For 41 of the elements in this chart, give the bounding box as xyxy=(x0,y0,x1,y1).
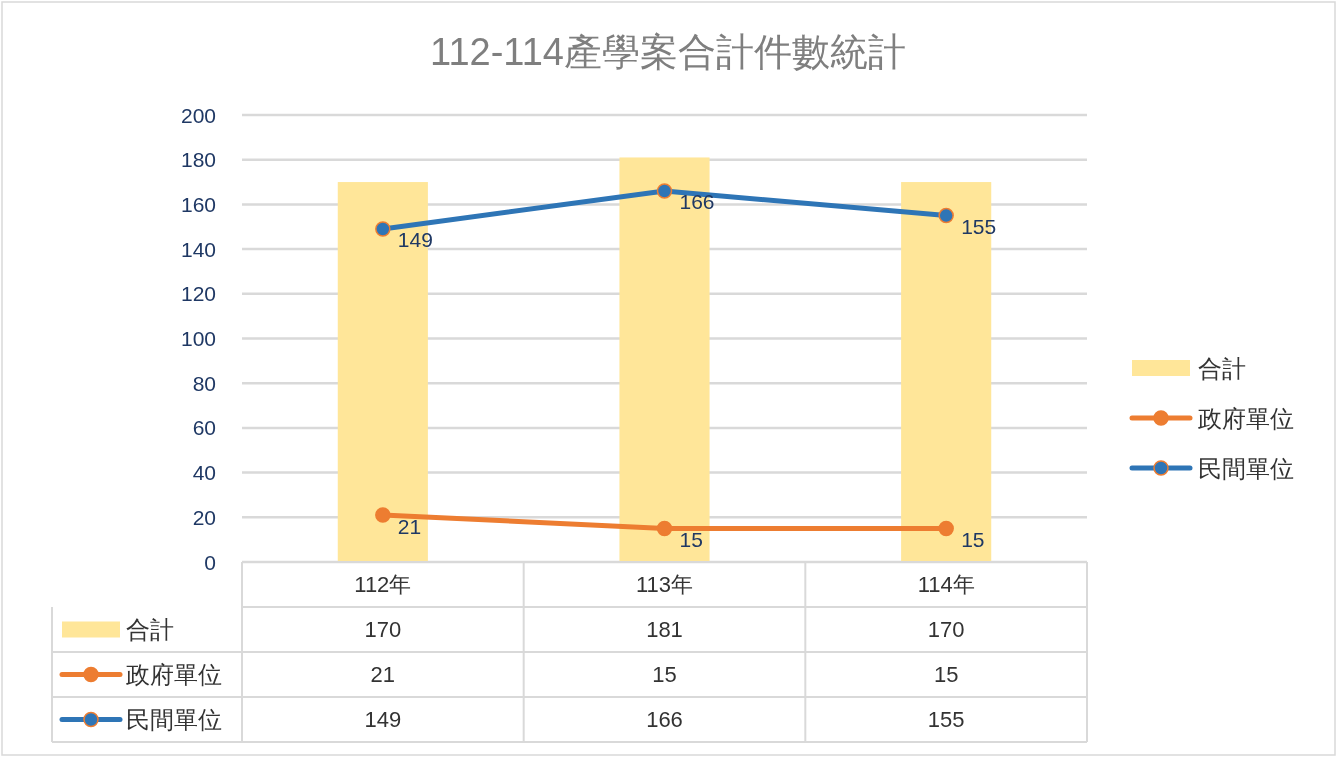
x-tick-label: 113年 xyxy=(635,572,694,597)
point xyxy=(656,183,673,199)
point xyxy=(375,221,391,237)
y-tick-label: 180 xyxy=(180,148,216,172)
y-tick-label: 60 xyxy=(192,416,216,440)
legend-label: 民間單位 xyxy=(1198,454,1294,482)
y-tick-label: 80 xyxy=(192,371,216,395)
x-tick-label: 114年 xyxy=(917,572,975,597)
y-tick-label: 40 xyxy=(192,461,216,485)
y-tick-label: 160 xyxy=(180,192,216,216)
y-tick-label: 120 xyxy=(180,282,216,306)
x-tick-label: 112年 xyxy=(354,572,412,597)
annotation: 21 xyxy=(397,514,422,538)
data-label: 170 xyxy=(927,617,965,642)
y-tick-label: 140 xyxy=(180,237,216,261)
data-label: 155 xyxy=(927,707,965,732)
annotation: 15 xyxy=(679,527,703,551)
data-label: 15 xyxy=(652,662,677,687)
data-label: 21 xyxy=(370,662,396,687)
y-tick-label: 100 xyxy=(180,327,216,350)
legend-label: 合計 xyxy=(126,616,174,643)
annotation: 15 xyxy=(961,527,985,551)
data-label: 15 xyxy=(933,662,959,687)
y-tick-label: 20 xyxy=(192,505,216,529)
legend: 合計 政府單位 民間單位 xyxy=(1129,354,1294,482)
data-label: 181 xyxy=(646,617,683,642)
data-label: 149 xyxy=(364,707,402,732)
annotation: 155 xyxy=(961,215,997,239)
data-label: 166 xyxy=(646,707,683,732)
point xyxy=(938,520,954,537)
legend-label: 政府單位 xyxy=(126,661,222,688)
point xyxy=(938,207,954,224)
point xyxy=(375,507,391,523)
y-tick-label: 200 xyxy=(180,103,216,127)
text: 民間單位 xyxy=(126,706,222,733)
annotation: 149 xyxy=(397,228,433,252)
y-tick-label: 0 xyxy=(204,550,216,574)
data-label: 170 xyxy=(364,617,402,642)
point xyxy=(656,520,673,537)
annotation: 166 xyxy=(679,190,715,214)
chart-title: 112-114產學案合計件數統計 xyxy=(430,31,906,73)
